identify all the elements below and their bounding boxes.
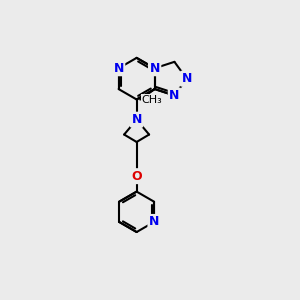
Text: N: N (131, 113, 142, 126)
Text: O: O (131, 170, 142, 183)
Text: N: N (169, 89, 180, 102)
Text: N: N (113, 62, 124, 75)
Text: CH₃: CH₃ (142, 94, 163, 105)
Text: N: N (149, 215, 159, 228)
Text: N: N (149, 62, 160, 75)
Text: N: N (182, 72, 192, 85)
